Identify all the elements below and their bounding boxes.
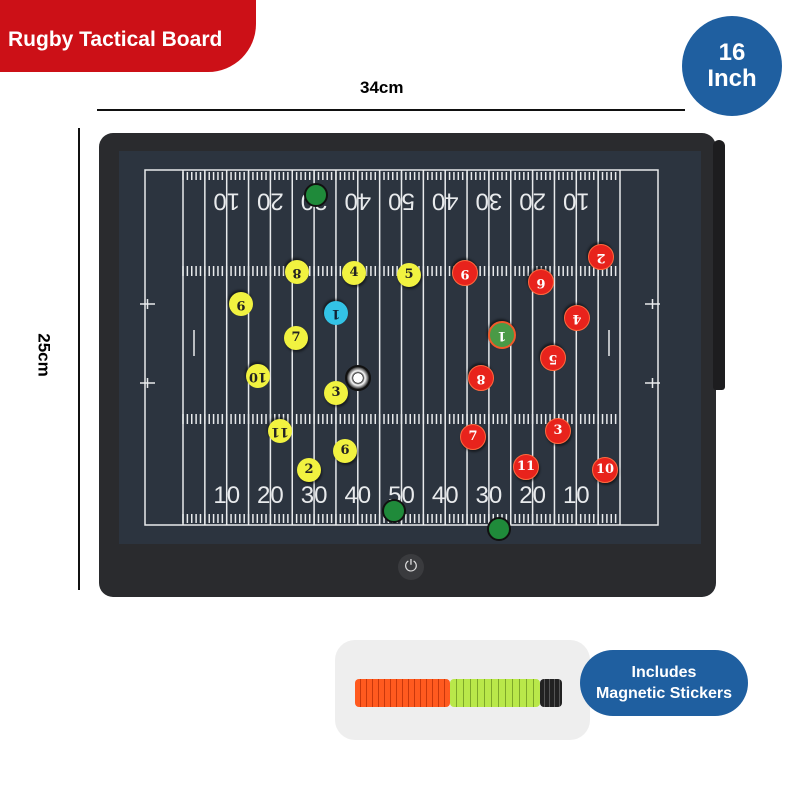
banner-title: Rugby Tactical Board — [8, 28, 223, 51]
red-player-marker[interactable]: 3 — [545, 418, 571, 444]
width-dimension-line — [97, 109, 685, 111]
yellow-player-marker[interactable]: 6 — [333, 439, 357, 463]
orange-magnet-stack — [355, 679, 450, 707]
yellow-player-marker[interactable]: 10 — [246, 364, 270, 388]
yard-number-bottom: 20 — [257, 482, 284, 509]
yard-number-top: 50 — [388, 188, 415, 215]
height-dimension-line — [78, 128, 80, 590]
width-label: 34cm — [360, 78, 404, 97]
yard-number-bottom: 30 — [476, 482, 503, 509]
stylus-pen[interactable] — [713, 140, 725, 390]
red-player-marker[interactable]: 2 — [588, 244, 614, 270]
red-player-marker[interactable]: 11 — [513, 454, 539, 480]
size-unit: Inch — [707, 65, 757, 92]
accessory-line2: Magnetic Stickers — [595, 685, 733, 702]
yard-number-top: 20 — [257, 188, 284, 215]
blue-player-marker[interactable]: 1 — [324, 301, 348, 325]
yellow-player-marker[interactable]: 3 — [324, 381, 348, 405]
red-player-marker[interactable]: 6 — [528, 269, 554, 295]
green-referee-magnet[interactable] — [304, 183, 328, 207]
yard-number-bottom: 10 — [213, 482, 240, 509]
yard-number-top: 40 — [432, 188, 459, 215]
yellow-player-marker[interactable]: 9 — [229, 292, 253, 316]
yellow-player-marker[interactable]: 11 — [268, 419, 292, 443]
yard-number-bottom: 30 — [301, 482, 328, 509]
red-player-marker[interactable]: 10 — [592, 457, 618, 483]
green-referee-magnet[interactable] — [382, 499, 406, 523]
accessory-label: Includes Magnetic Stickers — [580, 650, 748, 716]
red-player-marker[interactable]: 7 — [460, 424, 486, 450]
accessory-line1: Includes — [631, 664, 697, 681]
yellow-player-marker[interactable]: 5 — [397, 263, 421, 287]
red-player-marker[interactable]: 4 — [564, 305, 590, 331]
power-icon: ⏻ — [404, 558, 418, 575]
power-button[interactable]: ⏻ — [398, 554, 424, 580]
green-player-marker[interactable]: 1 — [488, 321, 516, 349]
yellow-player-marker[interactable]: 7 — [284, 326, 308, 350]
yard-number-bottom: 10 — [563, 482, 590, 509]
green-magnet-stack — [450, 679, 540, 707]
yard-number-bottom: 40 — [344, 482, 371, 509]
red-player-marker[interactable]: 5 — [540, 345, 566, 371]
yard-number-top: 10 — [563, 188, 590, 215]
yellow-player-marker[interactable]: 4 — [342, 261, 366, 285]
black-magnet-stack — [540, 679, 562, 707]
yard-number-top: 30 — [476, 188, 503, 215]
size-number: 16 — [718, 39, 746, 66]
red-player-marker[interactable]: 9 — [452, 260, 478, 286]
green-referee-magnet[interactable] — [487, 517, 511, 541]
yard-number-top: 40 — [344, 188, 371, 215]
yard-number-bottom: 20 — [519, 482, 546, 509]
yard-number-top: 10 — [213, 188, 240, 215]
yard-number-bottom: 40 — [432, 482, 459, 509]
yellow-player-marker[interactable]: 8 — [285, 260, 309, 284]
title-banner: Rugby Tactical Board — [0, 0, 256, 72]
yellow-player-marker[interactable]: 2 — [297, 458, 321, 482]
red-player-marker[interactable]: 8 — [468, 365, 494, 391]
yard-number-top: 20 — [519, 188, 546, 215]
size-badge: 16 Inch — [682, 16, 782, 116]
soccer-ball-icon[interactable] — [345, 365, 371, 391]
